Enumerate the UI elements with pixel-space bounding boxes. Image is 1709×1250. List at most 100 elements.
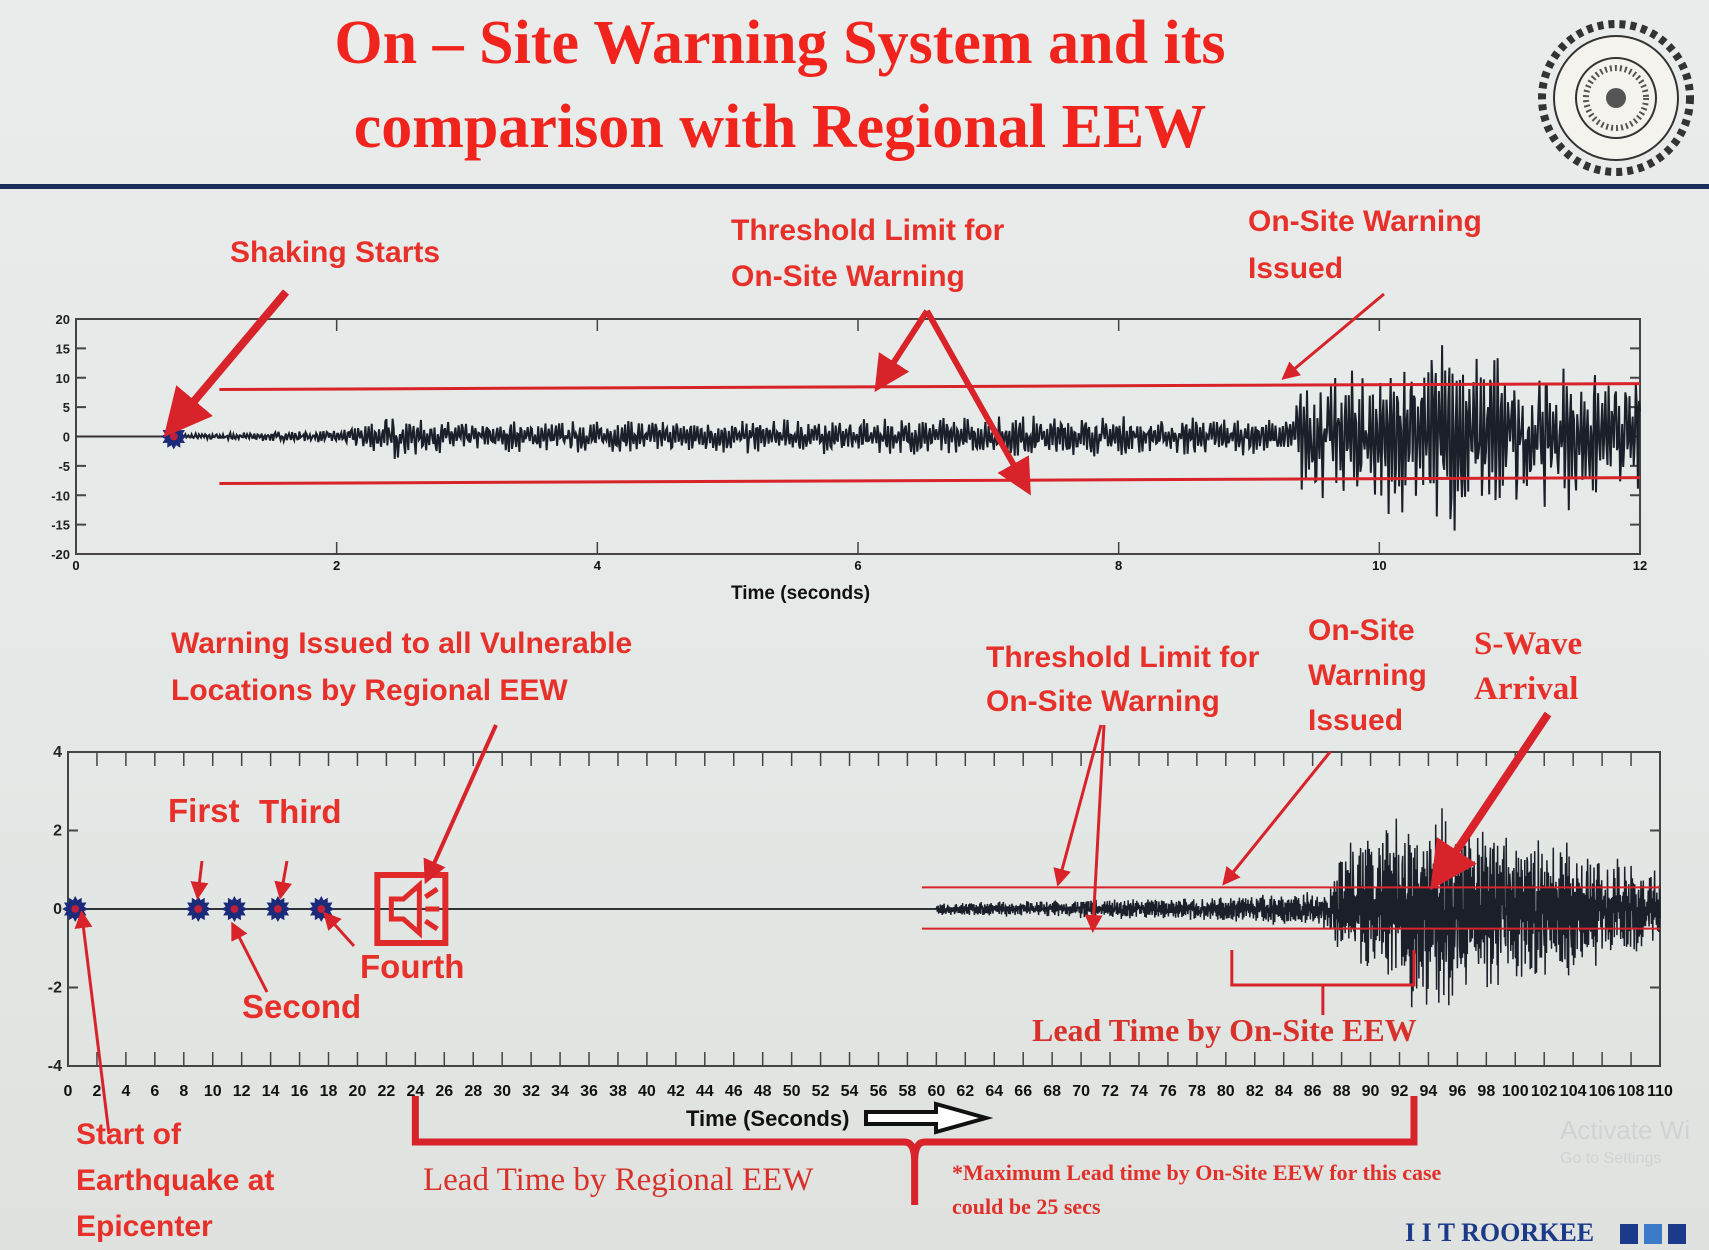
station-star-center (169, 432, 178, 441)
label-lead-regional: Lead Time by Regional EEW (423, 1162, 814, 1198)
slide-title-line1: On – Site Warning System and its (334, 9, 1226, 77)
brand-square-3 (1668, 1224, 1686, 1244)
y-tick-label: 4 (53, 744, 62, 761)
annotation-arrow (874, 309, 930, 393)
x-tick-label: 70 (1072, 1083, 1090, 1100)
y-tick-label: 0 (63, 430, 70, 445)
brand-square-2 (1644, 1224, 1662, 1244)
y-tick-label: -5 (58, 459, 70, 474)
annotation-arrow (924, 309, 1031, 496)
title-divider (0, 184, 1709, 189)
x-tick-label: 20 (349, 1083, 367, 1100)
x-tick-label: 86 (1304, 1083, 1322, 1100)
note-line1: *Maximum Lead time by On-Site EEW for th… (952, 1160, 1442, 1185)
annotation-arrow (190, 860, 209, 900)
slide-title-line2: comparison with Regional EEW (353, 93, 1207, 161)
label-shaking-starts: Shaking Starts (230, 236, 441, 269)
x-tick-label: 74 (1130, 1083, 1148, 1100)
x-tick-label: 48 (754, 1083, 772, 1100)
label-threshold-bottom-2: On-Site Warning (986, 685, 1220, 718)
x-tick-label: 30 (493, 1083, 511, 1100)
label-first: First (168, 792, 240, 829)
waveform-line (173, 345, 1641, 531)
annotation-arrow (74, 910, 111, 1135)
label-start-2: Earthquake at (76, 1164, 275, 1197)
x-tick-label: 44 (696, 1083, 714, 1100)
label-start-3: Epicenter (76, 1210, 213, 1243)
x-tick-label: 68 (1043, 1083, 1061, 1100)
label-third: Third (259, 793, 342, 830)
waveform-line (935, 808, 1661, 1008)
x-tick-label: 0 (72, 558, 79, 573)
label-onsite-issued-top-1: On-Site Warning (1248, 205, 1482, 238)
bottom-x-axis-label: Time (Seconds) (686, 1106, 850, 1131)
speaker-glyph (388, 879, 440, 939)
y-tick-label: -15 (51, 518, 70, 533)
footer-brand: I I T ROORKEE (1405, 1218, 1595, 1247)
brand-square-1 (1620, 1224, 1638, 1244)
x-tick-label: 66 (1014, 1083, 1032, 1100)
label-regional-2: Locations by Regional EEW (171, 674, 568, 707)
x-tick-label: 92 (1391, 1083, 1409, 1100)
y-tick-label: 0 (53, 901, 62, 918)
annotation-arrow (1222, 751, 1332, 886)
threshold-line (219, 382, 1641, 391)
x-tick-label: 42 (667, 1083, 685, 1100)
top-x-axis-label: Time (seconds) (731, 583, 871, 604)
station-star-center (194, 905, 203, 913)
label-onsite-bottom-3: Issued (1308, 704, 1404, 737)
x-tick-label: 88 (1333, 1083, 1351, 1100)
x-tick-label: 14 (262, 1083, 280, 1100)
label-regional-1: Warning Issued to all Vulnerable (171, 627, 633, 660)
speaker-icon (374, 872, 449, 946)
x-tick-label: 50 (783, 1083, 801, 1100)
threshold-line (219, 476, 1641, 485)
x-tick-label: 8 (1115, 558, 1122, 573)
x-tick-label: 2 (92, 1083, 101, 1100)
label-threshold-bottom-1: Threshold Limit for (986, 641, 1260, 674)
x-tick-label: 6 (150, 1083, 159, 1100)
x-tick-label: 60 (927, 1083, 945, 1100)
x-tick-label: 62 (956, 1083, 974, 1100)
x-tick-label: 32 (522, 1083, 540, 1100)
station-star-center (317, 905, 326, 913)
annotation-arrow (423, 724, 498, 885)
x-tick-label: 52 (812, 1083, 830, 1100)
y-tick-label: -4 (48, 1058, 62, 1075)
label-onsite-bottom-2: Warning (1308, 659, 1427, 692)
x-tick-label: 78 (1188, 1083, 1206, 1100)
lead-time-regional-bracket (411, 1096, 1418, 1205)
label-start-1: Start of (76, 1118, 181, 1151)
x-tick-label: 22 (378, 1083, 396, 1100)
label-swave-1: S-Wave (1474, 626, 1583, 662)
x-tick-label: 94 (1420, 1083, 1438, 1100)
x-tick-label: 82 (1246, 1083, 1264, 1100)
x-tick-label: 6 (854, 558, 861, 573)
x-tick-label: 24 (406, 1083, 424, 1100)
station-star-center (71, 905, 80, 913)
x-tick-label: 64 (985, 1083, 1003, 1100)
x-tick-label: 80 (1217, 1083, 1235, 1100)
x-tick-label: 108 (1618, 1083, 1645, 1100)
y-tick-label: 2 (53, 823, 62, 840)
x-tick-label: 18 (320, 1083, 338, 1100)
x-tick-label: 10 (1372, 558, 1386, 573)
iit-roorkee-seal-logo (1538, 20, 1694, 176)
x-tick-label: 40 (638, 1083, 656, 1100)
label-threshold-top-1: Threshold Limit for (731, 214, 1005, 247)
bottom-chart: 420-2-40 2 4 6 8 10 12 14 16 18 20 22 24 26 28 30 32 34 36… (48, 744, 1673, 1205)
x-tick-label: 0 (64, 1083, 73, 1100)
x-tick-label: 110 (1647, 1083, 1673, 1100)
x-tick-label: 100 (1502, 1083, 1529, 1100)
x-tick-label: 96 (1448, 1083, 1466, 1100)
x-tick-label: 36 (580, 1083, 598, 1100)
x-tick-label: 12 (233, 1083, 251, 1100)
x-tick-label: 76 (1159, 1083, 1177, 1100)
station-star-center (273, 905, 282, 913)
x-tick-label: 8 (179, 1083, 188, 1100)
annotation-arrow (163, 289, 290, 438)
x-tick-label: 104 (1560, 1083, 1587, 1100)
